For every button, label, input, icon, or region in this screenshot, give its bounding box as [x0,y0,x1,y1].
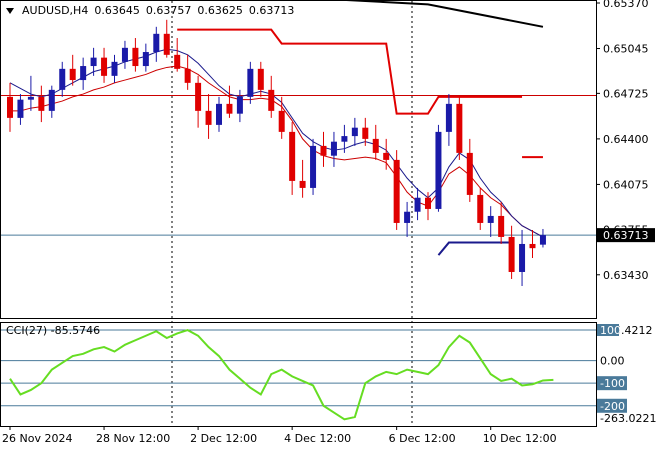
candle-body [121,47,128,62]
price-axis-label: 0.63430 [603,269,649,282]
candle-body [466,152,473,195]
low-value: 0.63625 [197,4,243,17]
candle-body [174,54,181,69]
candle-body [163,33,170,55]
candle-body [7,96,13,118]
candle-body [90,57,97,67]
candle-body [268,89,275,111]
candle-body [539,235,546,245]
candle-body [236,96,243,114]
price-axis-label: 0.64400 [603,133,649,146]
time-axis-label: 26 Nov 2024 [2,432,72,445]
candle-body [289,131,296,181]
high-value: 0.63757 [145,4,192,17]
candle-body [153,33,160,53]
ma-slow-line [10,65,544,238]
candle-body [351,127,358,137]
close-value: 0.63713 [248,4,295,17]
candle-body [404,211,411,223]
candle-body [425,197,431,209]
candle-body [184,68,191,83]
candle-body [195,82,202,111]
candle-body [247,68,254,97]
candle-body [498,215,505,237]
candle-body [414,197,421,212]
time-axis-label: 2 Dec 12:00 [190,432,257,445]
time-axis-label: 10 Dec 12:00 [483,432,557,445]
cci-title: CCI(27) -85.5746 [6,324,101,337]
candle-body [48,89,55,111]
time-axis-label: 6 Dec 12:00 [389,432,456,445]
candle-body [132,47,139,67]
resistance-step-line [177,28,523,115]
trend-line [327,0,544,28]
cci-level-badge [597,398,627,413]
current-price-label: 0.63713 [603,229,649,242]
candle-body [142,52,149,67]
candle-body [341,136,348,142]
price-axis-label: 0.64075 [603,178,649,191]
candle-body [487,215,494,223]
dropdown-triangle-icon[interactable] [6,7,14,14]
candle-body [257,68,264,90]
candle-body [383,152,390,160]
candle-body [456,103,463,153]
candle-body [101,57,108,76]
price-axis-label: 0.64725 [603,87,649,100]
time-axis-label: 28 Nov 12:00 [96,432,170,445]
cci-axis-label: -100 [600,377,625,390]
candle-body [393,159,400,223]
candle-body [362,127,369,139]
cci-line [9,329,554,421]
candle-body [205,110,212,125]
candle-body [477,194,484,223]
candle-body [330,141,337,156]
symbol-timeframe: AUDUSD,H4 [22,4,89,17]
cci-level-badge [597,376,627,391]
cci-axis-label: 0.00 [600,355,625,368]
candle-body [38,96,45,111]
candle-body [226,103,233,114]
candle-body [27,96,34,100]
candle-body [111,61,118,76]
candle-body [299,180,306,188]
chart-header: AUDUSD,H4 0.63645 0.63757 0.63625 0.6371… [6,4,294,17]
support-step-line [437,241,512,256]
cci-level-badge [597,324,619,336]
candle-body [372,138,379,153]
candle-body [278,110,285,132]
candle-body [445,103,452,132]
cci-axis-label: -200 [600,400,625,413]
open-value: 0.63645 [94,4,140,17]
main-chart-frame [0,0,597,319]
candle-body [519,243,526,272]
ma-fast-line [9,48,544,238]
cci-level-100-label: 100 [600,324,621,337]
candle-body [529,243,536,249]
cci-axis-label: -263.0221 [600,412,656,425]
price-axis-label: 0.65045 [603,43,649,56]
candle-body [216,103,222,125]
candle-body [435,131,442,209]
candle-body [310,145,317,188]
candle-body [69,68,76,81]
candle-body [59,68,66,90]
current-price-badge [597,228,655,243]
candle-body [508,236,515,272]
candle-body [320,145,327,156]
price-axis-label: 0.65370 [603,0,649,10]
time-axis-label: 4 Dec 12:00 [284,432,351,445]
candle-body [17,99,24,118]
candle-body [80,66,87,81]
cci-frame [0,322,597,427]
